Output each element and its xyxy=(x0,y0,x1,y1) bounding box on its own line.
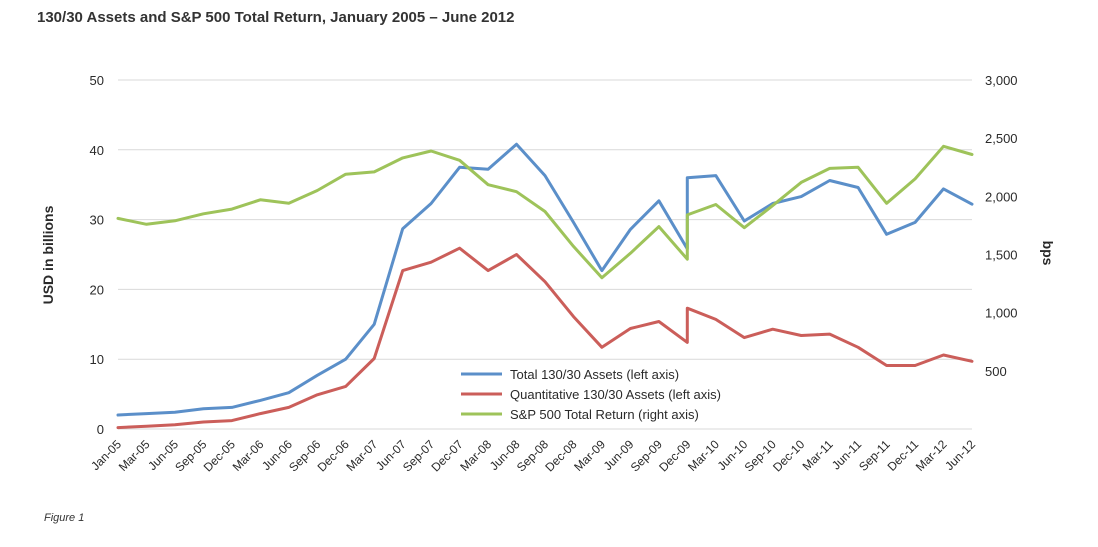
right-tick-label: 1,500 xyxy=(985,248,1018,263)
series-line-sp500 xyxy=(116,144,974,280)
right-tick-label: 2,000 xyxy=(985,189,1018,204)
x-tick-label: Mar-12 xyxy=(913,437,950,474)
chart-title: 130/30 Assets and S&P 500 Total Return, … xyxy=(37,9,515,26)
x-tick-label: Mar-07 xyxy=(344,437,381,474)
x-tick-label: Dec-10 xyxy=(770,437,807,474)
x-tick-label: Dec-08 xyxy=(542,437,579,474)
series-lines xyxy=(116,142,974,430)
x-tick-label: Dec-07 xyxy=(428,437,465,474)
x-tick-label: Mar-05 xyxy=(116,437,153,474)
legend-label: S&P 500 Total Return (right axis) xyxy=(510,407,699,422)
left-tick-label: 50 xyxy=(90,73,104,88)
x-tick-label: Mar-09 xyxy=(571,437,608,474)
right-tick-label: 500 xyxy=(985,364,1007,379)
right-tick-label: 3,000 xyxy=(985,73,1018,88)
legend-label: Total 130/30 Assets (left axis) xyxy=(510,367,679,382)
x-tick-label: Sep-11 xyxy=(856,437,893,474)
x-tick-label: Mar-10 xyxy=(685,437,722,474)
left-tick-label: 10 xyxy=(90,352,104,367)
left-axis-ticks: 0 10 20 30 40 50 xyxy=(90,73,104,437)
left-axis-label: USD in billions xyxy=(40,205,56,304)
figure-caption: Figure 1 xyxy=(44,512,85,524)
x-tick-label: Mar-06 xyxy=(230,437,267,474)
legend-label: Quantitative 130/30 Assets (left axis) xyxy=(510,387,721,402)
right-axis-ticks: 500 1,000 1,500 2,000 2,500 3,000 xyxy=(985,73,1018,379)
x-tick-label: Mar-08 xyxy=(457,437,494,474)
legend: Total 130/30 Assets (left axis) Quantitat… xyxy=(461,367,721,422)
x-tick-label: Dec-05 xyxy=(201,437,238,474)
x-tick-label: Dec-06 xyxy=(315,437,352,474)
left-tick-label: 20 xyxy=(90,282,104,297)
right-tick-label: 2,500 xyxy=(985,131,1018,146)
series-line-quant xyxy=(116,246,974,430)
x-tick-label: Jun-12 xyxy=(942,437,978,473)
x-axis-ticks: Jan-05Mar-05Jun-05Sep-05Dec-05Mar-06Jun-… xyxy=(88,437,978,474)
right-tick-label: 1,000 xyxy=(985,306,1018,321)
series-line-total xyxy=(116,142,974,417)
left-tick-label: 30 xyxy=(90,213,104,228)
x-tick-label: Mar-11 xyxy=(800,437,836,473)
left-tick-label: 40 xyxy=(90,143,104,158)
right-axis-label: bps xyxy=(1040,241,1056,266)
gridlines xyxy=(118,79,972,430)
left-tick-label: 0 xyxy=(97,422,104,437)
x-tick-label: Dec-09 xyxy=(656,437,693,474)
